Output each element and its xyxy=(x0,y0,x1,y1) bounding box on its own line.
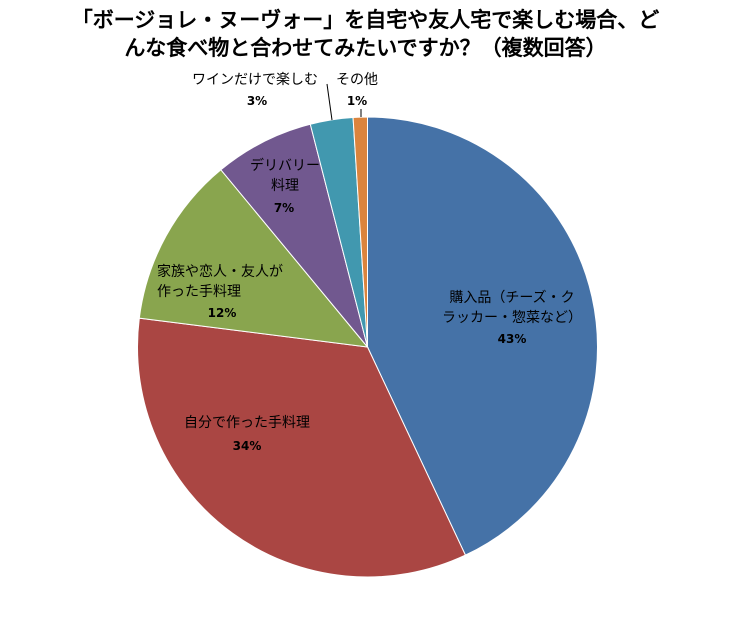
chart-title-line-1: 「ボージョレ・ヌーヴォー」を自宅や友人宅で楽しむ場合、ど xyxy=(71,8,660,32)
slice-label-3: 家族や恋人・友人が作った手料理 xyxy=(157,263,283,300)
slice-label-4: デリバリー料理 xyxy=(250,157,320,194)
pie-slice-6 xyxy=(352,116,368,348)
slice-percent-1: 43% xyxy=(498,332,527,346)
pie-slices xyxy=(137,116,598,578)
pie-slice-2 xyxy=(137,317,467,578)
slice-percent-2: 34% xyxy=(233,439,262,453)
pie-slice-4 xyxy=(220,123,368,348)
leader-lines xyxy=(326,83,362,121)
slice-label-2: 自分で作った手料理 xyxy=(184,415,310,431)
pie-slice-1 xyxy=(367,116,598,556)
data-labels: 購入品（チーズ・クラッカー・惣菜など） 43% 自分で作った手料理 34% 家族や恋人・… xyxy=(157,72,582,453)
chart-title: 「ボージョレ・ヌーヴォー」を自宅や友人宅で楽しむ場合、ど んな食べ物と合わせてみた… xyxy=(0,6,731,62)
slice-percent-4: 7% xyxy=(274,201,294,215)
pie-slice-3 xyxy=(138,169,369,348)
chart-title-line-2: んな食べ物と合わせてみたいですか？（複数回答） xyxy=(124,36,607,60)
slice-label-6: その他 xyxy=(336,72,378,88)
slice-percent-3: 12% xyxy=(208,306,237,320)
slice-label-1: 購入品（チーズ・クラッカー・惣菜など） xyxy=(442,290,582,326)
slice-percent-6: 1% xyxy=(347,94,367,108)
slice-percent-5: 3% xyxy=(247,94,267,108)
slice-label-5: ワインだけで楽しむ xyxy=(192,72,318,88)
leader-line-5 xyxy=(326,83,333,121)
